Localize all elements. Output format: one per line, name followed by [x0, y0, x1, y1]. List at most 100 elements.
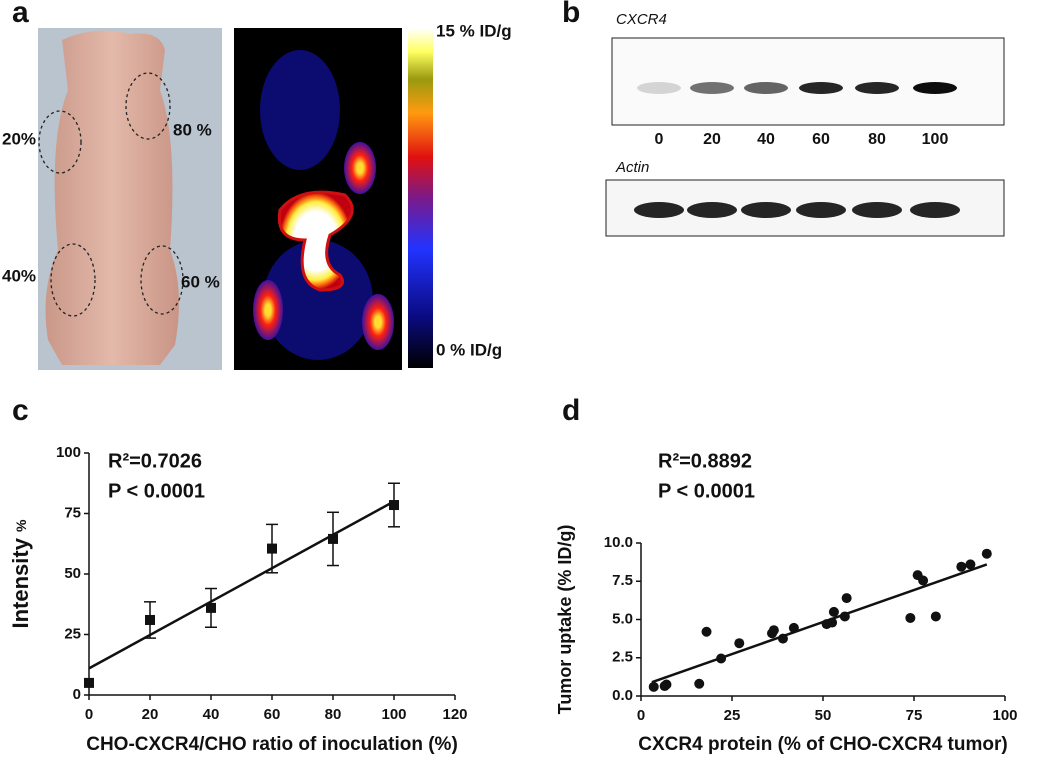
y-tick-label: 25: [64, 625, 81, 642]
actin-band: [910, 202, 960, 218]
mouse-body: [45, 30, 180, 365]
y-tick-label: 75: [64, 504, 81, 521]
y-axis-label: Tumor uptake (% ID/g): [555, 525, 575, 715]
point: [768, 625, 779, 636]
cxcr4-band: [744, 82, 788, 94]
point: [267, 543, 277, 554]
photo-label: 60 %: [181, 272, 220, 291]
pet-organ: [277, 190, 354, 292]
annotation: P < 0.0001: [108, 480, 205, 502]
lane-label: 0: [655, 131, 664, 148]
annotation: P < 0.0001: [658, 480, 755, 502]
panel-label: a: [12, 0, 29, 29]
point: [965, 559, 976, 570]
pet-background-signal: [263, 240, 373, 360]
panel-label: c: [12, 394, 29, 427]
x-tick-label: 120: [442, 706, 467, 723]
point: [905, 612, 916, 623]
photo-label: 40%: [2, 266, 36, 285]
y-tick-label: 0.0: [612, 687, 633, 704]
cxcr4-band: [913, 82, 957, 94]
y-tick-label: 2.5: [612, 649, 633, 666]
point: [788, 622, 799, 633]
pet-tumor: [344, 142, 376, 194]
y-tick-label: 10.0: [604, 534, 633, 551]
colorbar-min-label: 0 % ID/g: [436, 340, 502, 359]
cxcr4-band: [855, 82, 899, 94]
x-tick-label: 80: [325, 706, 342, 723]
colorbar-max-label: 15 % ID/g: [436, 21, 512, 40]
actin-band: [796, 202, 846, 218]
point: [777, 633, 788, 644]
y-tick-label: 7.5: [612, 572, 633, 589]
point: [828, 606, 839, 617]
point: [206, 602, 216, 613]
lane-label: 60: [812, 131, 830, 148]
point: [145, 614, 155, 625]
x-tick-label: 0: [85, 706, 93, 723]
point: [648, 681, 659, 692]
blot-protein-label: CXCR4: [616, 11, 667, 28]
pet-background-signal: [260, 50, 340, 170]
pet-signal: [253, 50, 394, 360]
lane-label: 80: [868, 131, 886, 148]
x-tick-label: 20: [142, 706, 159, 723]
blot-cxcr4: [611, 37, 1005, 126]
x-axis-label: CXCR4 protein (% of CHO-CXCR4 tumor): [638, 734, 1007, 755]
cxcr4-band: [690, 82, 734, 94]
pet-tumor: [253, 280, 283, 340]
actin-band: [687, 202, 737, 218]
tumor-outline: [50, 243, 96, 317]
y-axis-label: Intensity %: [8, 519, 33, 629]
pet-tumor: [362, 294, 394, 350]
point: [734, 638, 745, 649]
actin-band: [852, 202, 902, 218]
y-tick-label: 50: [64, 565, 81, 582]
tumor-outline: [38, 110, 82, 174]
y-axis-label-unit: %: [13, 519, 29, 532]
fit-line: [651, 563, 988, 684]
x-tick-label: 40: [203, 706, 220, 723]
panel-label: d: [562, 394, 580, 427]
x-tick-label: 25: [724, 707, 741, 724]
charts: 0 25 50 75 100 0 20 40 60 80 100 120 CHO-CXCR4/CHO r…: [8, 444, 1018, 755]
fit-line: [88, 500, 395, 670]
annotation: R²=0.7026: [108, 450, 202, 472]
point: [956, 561, 967, 572]
tumor-outlines: [38, 72, 184, 317]
actin-band: [634, 202, 684, 218]
blot-control-label: Actin: [615, 159, 649, 176]
colorbar: [408, 28, 433, 368]
x-axis-label: CHO-CXCR4/CHO ratio of inoculation (%): [86, 734, 458, 755]
x-tick-label: 50: [815, 707, 832, 724]
lane-label: 100: [922, 131, 949, 148]
x-tick-label: 75: [906, 707, 923, 724]
y-axis-label-text: Tumor uptake (% ID/g): [555, 525, 575, 715]
point: [981, 548, 992, 559]
photo-label: 80 %: [173, 120, 212, 139]
point: [328, 533, 338, 544]
point: [918, 575, 929, 586]
point: [661, 679, 672, 690]
cxcr4-band: [799, 82, 843, 94]
point: [716, 653, 727, 664]
point: [701, 626, 712, 637]
annotation: R²=0.8892: [658, 450, 752, 472]
photo-label: 20%: [2, 129, 36, 148]
point: [930, 611, 941, 622]
tumor-outline: [140, 245, 184, 315]
y-tick-label: 100: [56, 444, 81, 461]
blot-lanes: 0 20 40 60 80 100: [634, 82, 960, 218]
actin-band: [741, 202, 791, 218]
panel-label: b: [562, 0, 580, 29]
point: [694, 678, 705, 689]
lane-label: 20: [703, 131, 721, 148]
lane-label: 40: [757, 131, 775, 148]
cxcr4-band: [637, 82, 681, 94]
x-tick-label: 100: [381, 706, 406, 723]
x-tick-label: 100: [992, 707, 1017, 724]
point: [841, 593, 852, 604]
x-tick-label: 60: [264, 706, 281, 723]
x-tick-label: 0: [637, 707, 645, 724]
